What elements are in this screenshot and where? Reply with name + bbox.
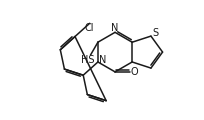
Text: O: O [130, 67, 137, 77]
Text: N: N [98, 55, 105, 65]
Text: S: S [152, 28, 158, 38]
Text: Cl: Cl [84, 23, 94, 33]
Text: HS: HS [81, 55, 94, 65]
Text: N: N [111, 23, 118, 33]
